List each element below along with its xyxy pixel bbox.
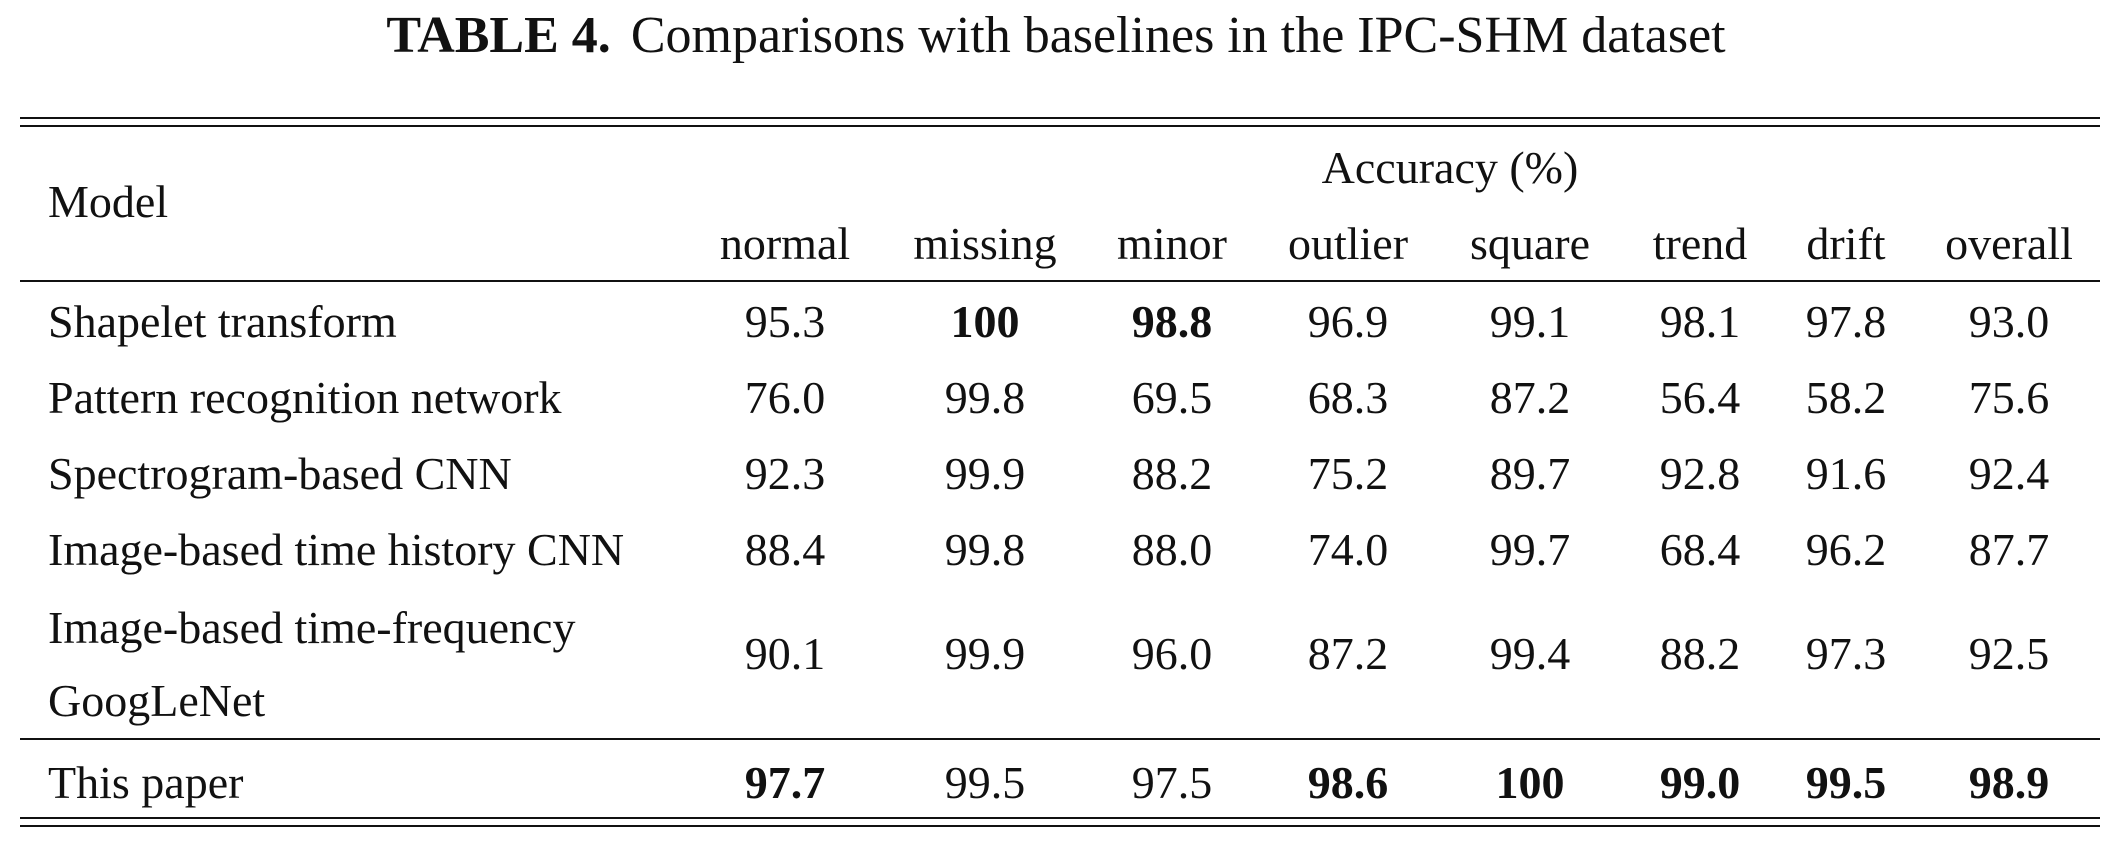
- row-model-name-line-2: GoogLeNet: [48, 675, 266, 726]
- bottom-rule-outer: [20, 825, 2100, 827]
- column-header-missing: missing: [913, 218, 1057, 269]
- cell-normal: 76.0: [744, 372, 826, 423]
- header-rule: [20, 280, 2100, 282]
- cell-minor: 97.5: [1131, 757, 1213, 808]
- column-header-square: square: [1469, 218, 1591, 269]
- row-model-name: Shapelet transform: [48, 296, 397, 347]
- row-model-name: Spectrogram-based CNN: [48, 448, 512, 499]
- cell-normal: 95.3: [744, 296, 826, 347]
- cell-square: 99.7: [1489, 524, 1571, 575]
- cell-minor: 88.0: [1131, 524, 1213, 575]
- model-column-header: Model: [48, 176, 169, 227]
- cell-trend: 98.1: [1659, 296, 1741, 347]
- cell-drift: 97.8: [1805, 296, 1887, 347]
- cell-minor: 96.0: [1131, 628, 1213, 679]
- cell-overall: 92.5: [1968, 628, 2050, 679]
- row-model-name: Image-based time history CNN: [48, 524, 625, 575]
- cell-minor: 69.5: [1131, 372, 1213, 423]
- table-caption-text: Comparisons with baselines in the IPC-SH…: [630, 7, 1726, 64]
- column-header-trend: trend: [1652, 218, 1748, 269]
- column-header-outlier: outlier: [1287, 218, 1409, 269]
- cell-outlier: 75.2: [1307, 448, 1389, 499]
- cell-normal: 92.3: [744, 448, 826, 499]
- cell-trend: 88.2: [1659, 628, 1741, 679]
- cell-square: 100: [1495, 757, 1565, 808]
- accuracy-group-header: Accuracy (%): [1321, 142, 1579, 193]
- cell-normal: 97.7: [744, 757, 826, 808]
- cell-missing: 99.9: [944, 628, 1026, 679]
- cell-overall: 87.7: [1968, 524, 2050, 575]
- cell-outlier: 98.6: [1307, 757, 1389, 808]
- column-header-minor: minor: [1117, 218, 1227, 269]
- bottom-rule-inner: [20, 817, 2100, 819]
- cell-outlier: 68.3: [1307, 372, 1389, 423]
- cell-drift: 97.3: [1805, 628, 1887, 679]
- cell-overall: 98.9: [1968, 757, 2050, 808]
- top-rule-outer: [20, 117, 2100, 119]
- cell-trend: 68.4: [1659, 524, 1741, 575]
- table-caption-label: TABLE 4.: [386, 7, 611, 64]
- cell-minor: 98.8: [1131, 296, 1213, 347]
- row-model-name: This paper: [48, 757, 244, 808]
- cell-minor: 88.2: [1131, 448, 1213, 499]
- cell-outlier: 96.9: [1307, 296, 1389, 347]
- ours-separator-rule: [20, 738, 2100, 740]
- cell-normal: 90.1: [744, 628, 826, 679]
- cell-outlier: 74.0: [1307, 524, 1389, 575]
- cell-trend: 56.4: [1659, 372, 1741, 423]
- cell-normal: 88.4: [744, 524, 826, 575]
- cell-missing: 99.8: [944, 372, 1026, 423]
- cell-trend: 92.8: [1659, 448, 1741, 499]
- top-rule-inner: [20, 125, 2100, 127]
- cell-square: 89.7: [1489, 448, 1571, 499]
- column-header-normal: normal: [719, 218, 851, 269]
- cell-outlier: 87.2: [1307, 628, 1389, 679]
- cell-missing: 99.5: [944, 757, 1026, 808]
- table-caption: TABLE 4. Comparisons with baselines in th…: [0, 6, 2112, 66]
- cell-drift: 96.2: [1805, 524, 1887, 575]
- column-header-overall: overall: [1945, 218, 2073, 269]
- row-model-name: Pattern recognition network: [48, 372, 562, 423]
- cell-missing: 99.8: [944, 524, 1026, 575]
- cell-missing: 100: [950, 296, 1020, 347]
- cell-overall: 92.4: [1968, 448, 2050, 499]
- row-model-name-line-1: Image-based time-frequency: [48, 602, 576, 653]
- cell-square: 99.4: [1489, 628, 1571, 679]
- cell-drift: 99.5: [1805, 757, 1887, 808]
- cell-drift: 91.6: [1805, 448, 1887, 499]
- cell-trend: 99.0: [1659, 757, 1741, 808]
- cell-overall: 93.0: [1968, 296, 2050, 347]
- cell-overall: 75.6: [1968, 372, 2050, 423]
- column-header-drift: drift: [1806, 218, 1886, 269]
- cell-missing: 99.9: [944, 448, 1026, 499]
- cell-square: 99.1: [1489, 296, 1571, 347]
- cell-drift: 58.2: [1805, 372, 1887, 423]
- cell-square: 87.2: [1489, 372, 1571, 423]
